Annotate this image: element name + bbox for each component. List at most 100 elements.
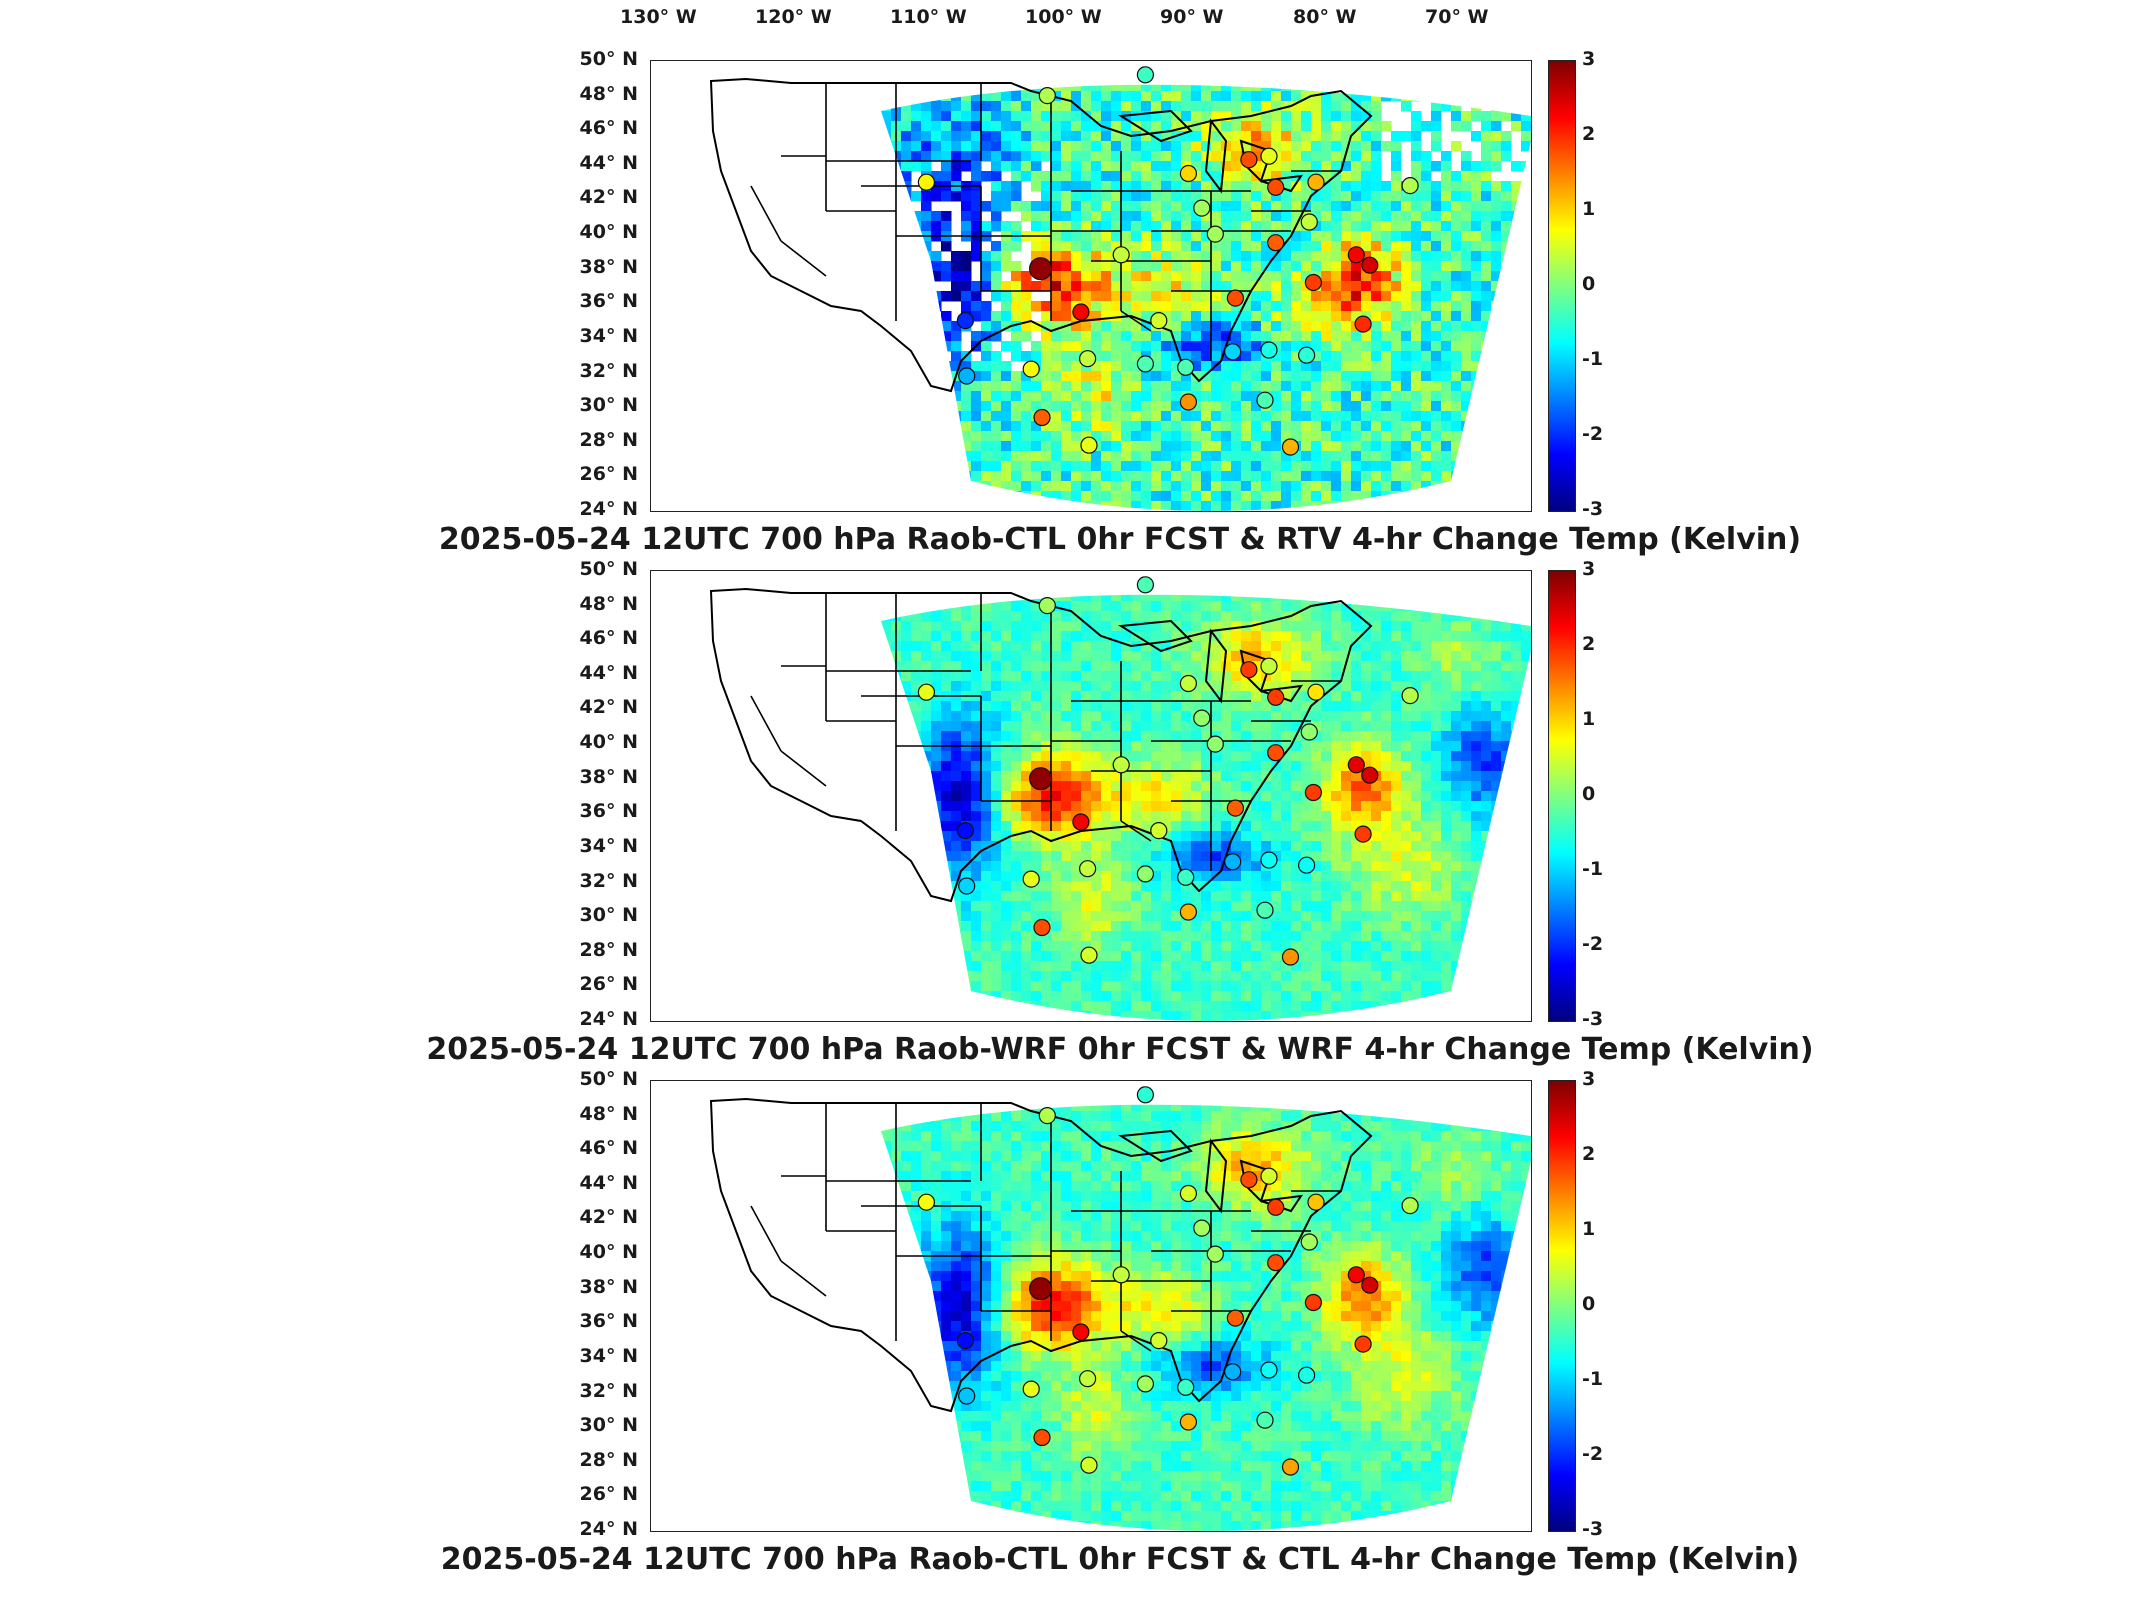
temperature-field <box>881 1104 1531 1531</box>
raob-station-marker <box>1029 257 1053 281</box>
raob-station-marker <box>1080 1456 1098 1474</box>
raob-station-marker <box>1267 744 1285 762</box>
raob-station-marker <box>1033 1428 1051 1447</box>
raob-station-marker <box>1281 438 1300 456</box>
raob-station-marker <box>1347 1266 1365 1284</box>
raob-station-marker <box>1079 1370 1097 1388</box>
latitude-label: 34° N <box>579 834 638 857</box>
panel-title: 2025-05-24 12UTC 700 hPa Raob-CTL 0hr FC… <box>440 1542 1800 1577</box>
raob-station-marker <box>1260 657 1278 675</box>
raob-station-marker <box>1029 767 1053 791</box>
raob-station-marker <box>1300 213 1318 231</box>
latitude-label: 40° N <box>579 1241 638 1264</box>
raob-station-marker <box>1177 358 1195 376</box>
raob-station-marker <box>1361 1276 1379 1294</box>
raob-station-marker <box>1401 686 1419 705</box>
raob-station-marker <box>1033 918 1051 937</box>
raob-station-marker <box>1224 343 1242 361</box>
raob-station-marker <box>1179 393 1198 411</box>
latitude-label: 30° N <box>579 904 638 927</box>
raob-station-marker <box>1136 66 1154 84</box>
colorbar <box>1548 1080 1576 1532</box>
raob-station-marker <box>956 1332 974 1350</box>
raob-station-marker <box>1029 1277 1053 1301</box>
great-lake-outline <box>1117 619 1193 653</box>
raob-station-marker <box>956 312 974 330</box>
raob-station-marker <box>1136 1086 1154 1104</box>
longitude-label: 80° W <box>1293 6 1357 28</box>
raob-station-marker <box>1300 723 1318 741</box>
raob-station-marker <box>1193 709 1211 727</box>
raob-station-marker <box>1401 1196 1419 1215</box>
panel-title: 2025-05-24 12UTC 700 hPa Raob-WRF 0hr FC… <box>426 1032 1814 1067</box>
raob-station-marker <box>1038 1106 1056 1125</box>
latitude-label: 48° N <box>579 1102 638 1125</box>
raob-station-marker <box>917 1193 935 1211</box>
latitude-label: 28° N <box>579 1448 638 1471</box>
latitude-label: 48° N <box>579 82 638 105</box>
colorbar-tick-label: 0 <box>1582 1293 1596 1315</box>
raob-station-marker <box>1240 151 1258 169</box>
raob-station-marker <box>1240 661 1258 679</box>
state-boundary <box>750 695 782 752</box>
longitude-label: 70° W <box>1425 6 1489 28</box>
raob-station-marker <box>1179 1184 1198 1203</box>
raob-station-marker <box>1260 341 1278 359</box>
colorbar <box>1548 60 1576 512</box>
colorbar-tick-label: 0 <box>1582 783 1596 805</box>
raob-station-marker <box>1022 870 1040 888</box>
raob-station-marker <box>1304 783 1323 802</box>
latitude-label: 46° N <box>579 117 638 140</box>
raob-station-marker <box>1080 946 1098 964</box>
latitude-label: 40° N <box>579 731 638 754</box>
raob-station-marker <box>958 367 976 385</box>
raob-station-marker <box>1307 1193 1325 1211</box>
raob-station-marker <box>1112 756 1130 774</box>
raob-station-marker <box>1038 86 1056 105</box>
great-lake-outline <box>1204 1138 1228 1214</box>
latitude-label: 42° N <box>579 696 638 719</box>
raob-station-marker <box>1304 1293 1323 1312</box>
raob-station-marker <box>1206 735 1224 753</box>
colorbar <box>1548 570 1576 1022</box>
great-lake-outline <box>1117 109 1193 143</box>
raob-station-marker <box>958 1387 976 1405</box>
latitude-label: 26° N <box>579 973 638 996</box>
latitude-label: 36° N <box>579 800 638 823</box>
latitude-label: 48° N <box>579 592 638 615</box>
raob-station-marker <box>1112 246 1130 264</box>
raob-station-marker <box>1256 901 1274 919</box>
raob-station-marker <box>1226 289 1245 307</box>
panel-title: 2025-05-24 12UTC 700 hPa Raob-CTL 0hr FC… <box>438 522 1802 557</box>
raob-station-marker <box>1267 1198 1285 1216</box>
raob-station-marker <box>1260 1167 1278 1185</box>
raob-station-marker <box>1361 766 1379 784</box>
latitude-label: 46° N <box>579 1137 638 1160</box>
colorbar-tick-label: -3 <box>1582 1518 1604 1540</box>
latitude-label: 30° N <box>579 1414 638 1437</box>
colorbar-tick-label: 1 <box>1582 1218 1596 1240</box>
latitude-label: 42° N <box>579 186 638 209</box>
latitude-label: 40° N <box>579 221 638 244</box>
map-panel-1 <box>650 60 1532 512</box>
colorbar-tick-label: 1 <box>1582 198 1596 220</box>
raob-station-marker <box>1347 756 1365 774</box>
great-lake-outline <box>1117 1129 1193 1163</box>
raob-station-marker <box>1079 860 1097 878</box>
raob-station-marker <box>958 877 976 895</box>
raob-station-marker <box>1260 1361 1278 1379</box>
raob-station-marker <box>1226 799 1245 817</box>
raob-station-marker <box>1177 868 1195 886</box>
raob-station-marker <box>1072 1323 1090 1341</box>
raob-station-marker <box>1307 173 1325 191</box>
raob-station-marker <box>1354 315 1372 333</box>
temperature-change-map <box>709 1086 1531 1531</box>
raob-station-marker <box>1307 683 1325 701</box>
latitude-label: 42° N <box>579 1206 638 1229</box>
country-outline <box>709 1097 1373 1413</box>
latitude-label: 28° N <box>579 428 638 451</box>
latitude-label: 38° N <box>579 1275 638 1298</box>
temperature-change-map <box>709 66 1531 511</box>
raob-station-marker <box>1240 1171 1258 1189</box>
raob-station-marker <box>1080 436 1098 454</box>
